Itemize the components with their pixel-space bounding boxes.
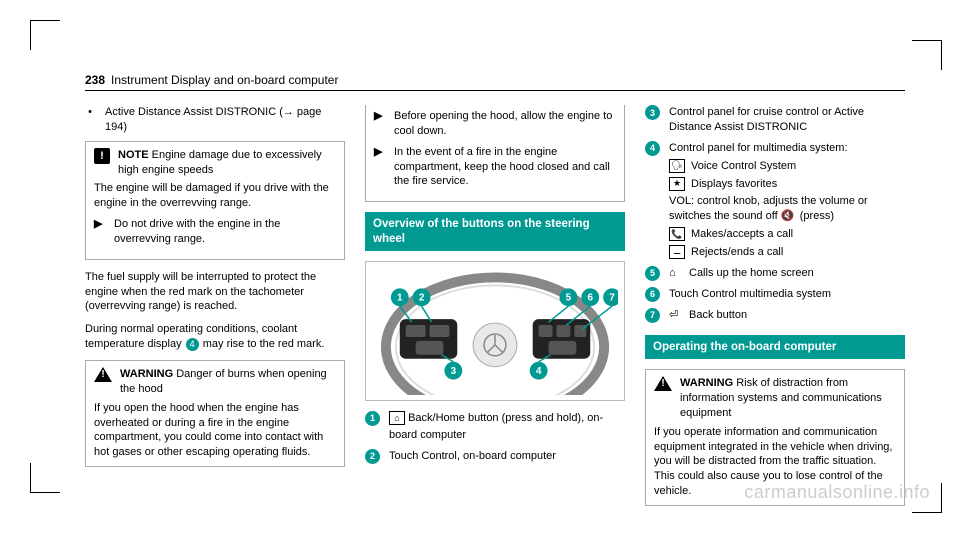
definition-item: 2 Touch Control, on-board computer [365, 449, 625, 464]
page-content: 238 Instrument Display and on-board comp… [85, 73, 905, 516]
note-heading: NOTE Engine damage due to excessively hi… [118, 148, 336, 178]
callout-number-icon: 5 [645, 266, 660, 281]
definition-text: Control panel for multimedia system: [669, 141, 905, 156]
warning-heading: WARNING Risk of distraction from informa… [680, 376, 896, 421]
svg-text:6: 6 [587, 293, 593, 304]
svg-text:3: 3 [451, 366, 457, 377]
column-3: 3 Control panel for cruise control or Ac… [645, 105, 905, 516]
definition-item: 6 Touch Control multimedia system [645, 287, 905, 302]
svg-text:1: 1 [397, 293, 403, 304]
sub-item: VOL: control knob, adjusts the volume or… [669, 194, 905, 224]
definition-text: Touch Control multimedia system [669, 287, 905, 302]
bullet-text: Active Distance Assist DISTRONIC (→ page… [105, 105, 345, 135]
sub-item: ⚊Rejects/ends a call [669, 245, 905, 260]
svg-text:5: 5 [566, 293, 572, 304]
watermark: carmanualsonline.info [744, 482, 930, 503]
definition-text: ⌂Calls up the home screen [669, 266, 905, 281]
callout-number-icon: 2 [365, 449, 380, 464]
home-icon: ⌂ [389, 411, 405, 425]
phone-accept-icon: 📞 [669, 227, 685, 241]
page-title: Instrument Display and on-board computer [111, 73, 338, 87]
callout-badge-icon: 4 [186, 338, 199, 351]
crop-mark-tl [30, 20, 60, 50]
warning-box: WARNING Danger of burns when opening the… [85, 360, 345, 467]
svg-text:4: 4 [536, 366, 542, 377]
paragraph: The fuel supply will be interrupted to p… [85, 270, 345, 315]
definition-item: 7 ⏎Back button [645, 308, 905, 323]
definition-item: 5 ⌂Calls up the home screen [645, 266, 905, 281]
paragraph: During normal operating conditions, cool… [85, 322, 345, 352]
bullet-dot-icon: • [85, 105, 95, 135]
instruction-box: ▶ Before opening the hood, allow the eng… [365, 105, 625, 202]
warning-icon [654, 376, 672, 391]
instruction-text: Do not drive with the engine in the over… [114, 217, 336, 247]
warning-body: If you open the hood when the engine has… [86, 401, 344, 466]
page-number: 238 [85, 73, 105, 87]
callout-number-icon: 4 [645, 141, 660, 156]
svg-text:7: 7 [609, 293, 615, 304]
svg-text:2: 2 [419, 293, 425, 304]
callout-number-icon: 3 [645, 105, 660, 120]
warning-heading: WARNING Danger of burns when opening the… [120, 367, 336, 397]
sub-item: 🗣Voice Control System [669, 159, 905, 174]
mute-icon: 🔇 [781, 209, 797, 222]
arrow-icon: ▶ [374, 109, 384, 139]
phone-reject-icon: ⚊ [669, 245, 685, 259]
sub-item: 📞Makes/accepts a call [669, 227, 905, 242]
instruction-text: In the event of a fire in the engine com… [394, 145, 616, 190]
crop-mark-bl [30, 463, 60, 493]
definition-text: ⏎Back button [669, 308, 905, 323]
section-heading: Overview of the buttons on the steering … [365, 212, 625, 251]
page-header: 238 Instrument Display and on-board comp… [85, 73, 905, 91]
definition-text: Touch Control, on-board computer [389, 449, 625, 464]
instruction-item: ▶ Do not drive with the engine in the ov… [94, 217, 336, 247]
steering-wheel-figure: 1 2 5 6 7 3 4 [365, 261, 625, 401]
definition-item: 1 ⌂ Back/Home button (press and hold), o… [365, 411, 625, 443]
column-1: • Active Distance Assist DISTRONIC (→ pa… [85, 105, 345, 516]
note-body: The engine will be damaged if you drive … [86, 181, 344, 217]
arrow-icon: ▶ [374, 145, 384, 190]
section-heading: Operating the on-board computer [645, 335, 905, 359]
instruction-text: Before opening the hood, allow the engin… [394, 109, 616, 139]
callout-number-icon: 7 [645, 308, 660, 323]
crop-mark-tr [912, 40, 942, 70]
sub-item: ★Displays favorites [669, 177, 905, 192]
home-icon: ⌂ [669, 266, 685, 279]
bullet-item: • Active Distance Assist DISTRONIC (→ pa… [85, 105, 345, 135]
back-icon: ⏎ [669, 308, 685, 321]
voice-icon: 🗣 [669, 159, 685, 173]
arrow-icon: ▶ [94, 217, 104, 247]
note-icon: ! [94, 148, 110, 164]
column-2: ▶ Before opening the hood, allow the eng… [365, 105, 625, 516]
note-box: ! NOTE Engine damage due to excessively … [85, 141, 345, 260]
definition-item: 3 Control panel for cruise control or Ac… [645, 105, 905, 135]
instruction-item: ▶ In the event of a fire in the engine c… [374, 145, 616, 190]
warning-icon [94, 367, 112, 382]
instruction-item: ▶ Before opening the hood, allow the eng… [374, 109, 616, 139]
star-icon: ★ [669, 177, 685, 191]
callout-number-icon: 6 [645, 287, 660, 302]
definition-text: Control panel for cruise control or Acti… [669, 105, 905, 135]
callout-number-icon: 1 [365, 411, 380, 426]
definition-text: ⌂ Back/Home button (press and hold), on-… [389, 411, 625, 443]
definition-item: 4 Control panel for multimedia system: [645, 141, 905, 156]
